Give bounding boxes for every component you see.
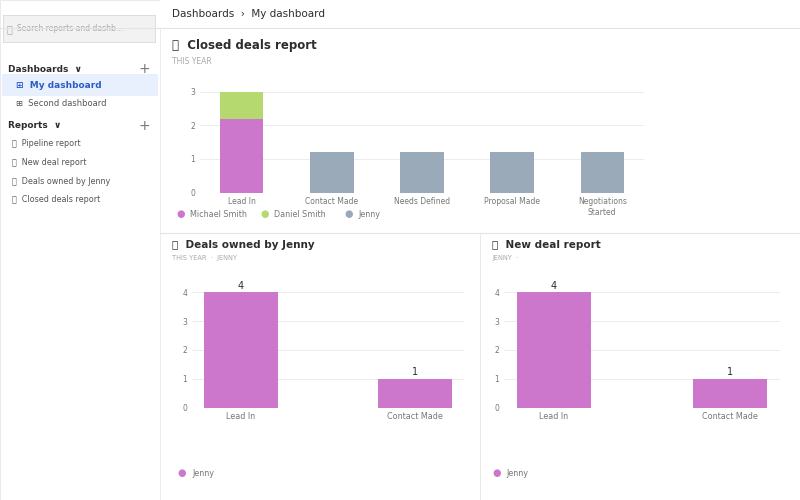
Text: ●: ● (344, 210, 353, 220)
Text: Ⓢ  Deals owned by Jenny: Ⓢ Deals owned by Jenny (172, 240, 314, 250)
Text: Ⓢ  New deal report: Ⓢ New deal report (12, 158, 86, 166)
Text: +: + (138, 62, 150, 76)
Text: 4: 4 (238, 281, 244, 291)
Text: THIS YEAR  ·  JENNY: THIS YEAR · JENNY (172, 255, 237, 261)
Text: Dashboards  ∨: Dashboards ∨ (8, 64, 82, 74)
Text: ●: ● (176, 210, 185, 220)
Text: Daniel Smith: Daniel Smith (274, 210, 326, 219)
Text: Ⓢ  Pipeline report: Ⓢ Pipeline report (12, 138, 81, 147)
Text: ⊞  Second dashboard: ⊞ Second dashboard (16, 100, 106, 108)
Bar (581, 152, 624, 192)
Text: ⌕: ⌕ (6, 24, 12, 34)
Text: Dashboards  ›  My dashboard: Dashboards › My dashboard (172, 9, 325, 19)
Bar (378, 378, 452, 408)
Text: Ⓢ  New deal report: Ⓢ New deal report (492, 240, 601, 250)
Bar (694, 378, 767, 408)
Text: ●: ● (178, 468, 186, 478)
Text: Michael Smith: Michael Smith (190, 210, 247, 219)
Text: +: + (138, 119, 150, 133)
Text: Jenny: Jenny (506, 468, 529, 477)
Text: Search reports and dashb...: Search reports and dashb... (17, 24, 123, 33)
Bar (400, 152, 444, 192)
Text: JENNY  ·: JENNY · (492, 255, 518, 261)
Text: 1: 1 (727, 368, 734, 378)
Text: 1: 1 (412, 368, 418, 378)
Bar (310, 152, 354, 192)
Text: ⊞  My dashboard: ⊞ My dashboard (16, 80, 102, 90)
Text: Ⓢ  Deals owned by Jenny: Ⓢ Deals owned by Jenny (12, 176, 110, 186)
Bar (490, 152, 534, 192)
Text: ●: ● (492, 468, 501, 478)
Text: ●: ● (260, 210, 269, 220)
Text: Ⓢ  Closed deals report: Ⓢ Closed deals report (172, 40, 317, 52)
Text: 4: 4 (550, 281, 557, 291)
Text: Reports  ∨: Reports ∨ (8, 122, 62, 130)
Bar (220, 118, 263, 192)
Bar (517, 292, 590, 408)
Text: THIS YEAR: THIS YEAR (172, 57, 212, 66)
Text: Ⓢ  Closed deals report: Ⓢ Closed deals report (12, 196, 100, 204)
Bar (220, 92, 263, 118)
Bar (204, 292, 278, 408)
Text: Jenny: Jenny (358, 210, 381, 219)
Text: Jenny: Jenny (192, 468, 214, 477)
